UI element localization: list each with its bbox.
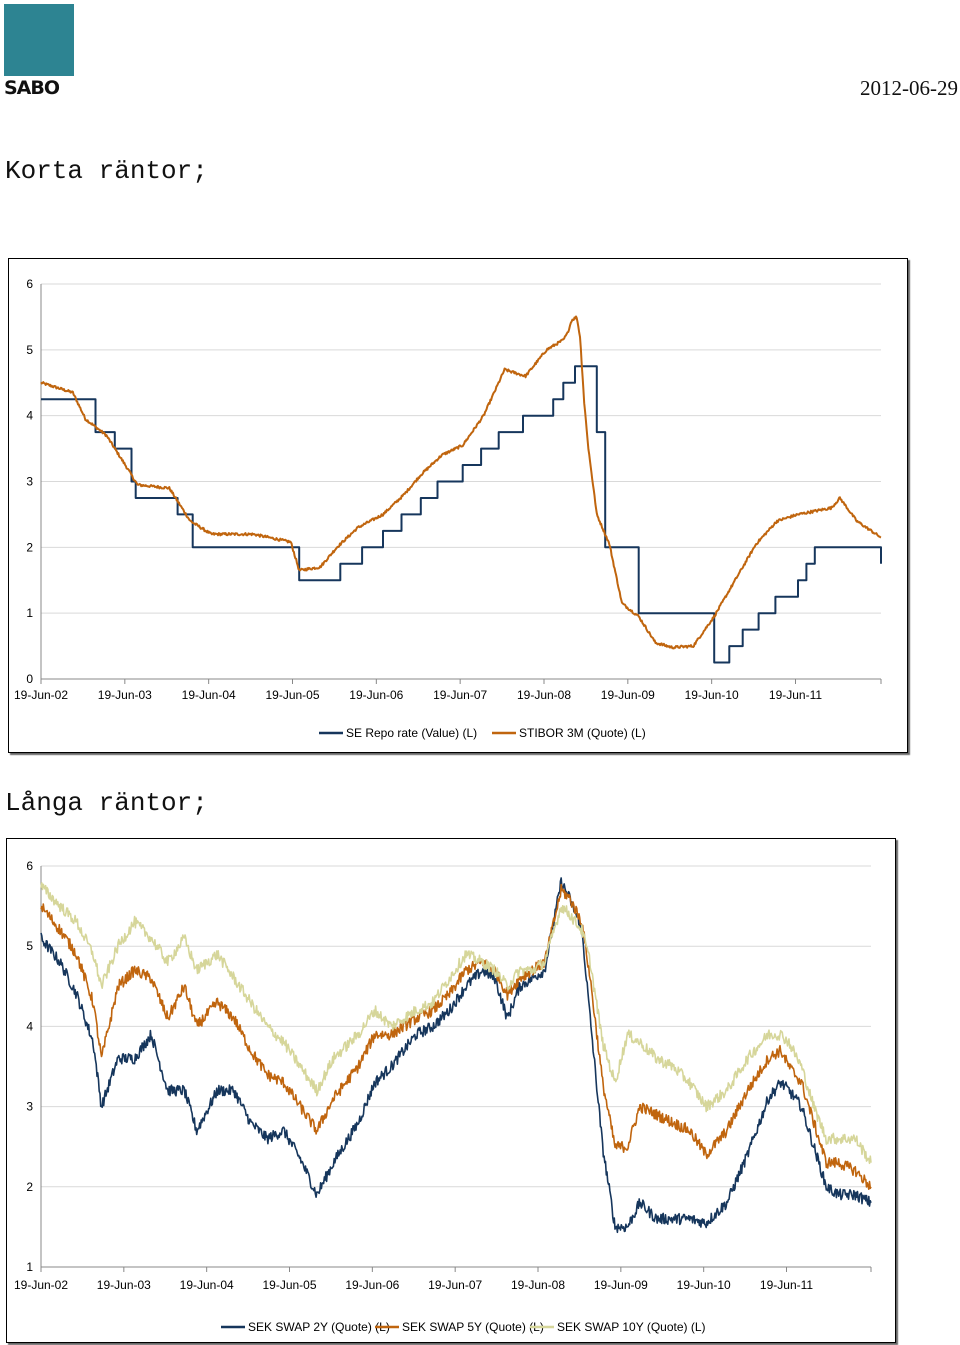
x-tick-label: 19-Jun-08 bbox=[511, 1278, 565, 1292]
y-tick-label: 1 bbox=[26, 1260, 33, 1274]
report-date: 2012-06-29 bbox=[860, 76, 958, 100]
y-tick-label: 3 bbox=[26, 475, 33, 489]
y-tick-label: 4 bbox=[26, 1019, 33, 1033]
x-tick-label: 19-Jun-10 bbox=[677, 1278, 731, 1292]
x-tick-label: 19-Jun-02 bbox=[14, 688, 68, 702]
long-rates-chart: 1 2 3 4 5 6 19-Jun-02 19-Jun-03 19-Jun-04 19-Jun-… bbox=[6, 838, 896, 1343]
y-tick-label: 2 bbox=[26, 1180, 33, 1194]
long-rates-heading: Långa räntor; bbox=[5, 788, 208, 818]
short-rates-chart: 0 1 2 3 4 5 6 19-Jun-02 19-Jun-03 19-Jun-04 19-Jun… bbox=[8, 258, 908, 753]
x-tick-label: 19-Jun-08 bbox=[517, 688, 571, 702]
x-tick-label: 19-Jun-11 bbox=[769, 688, 822, 702]
short-rates-chart-svg: 0 1 2 3 4 5 6 19-Jun-02 19-Jun-03 19-Jun-04 19-Jun… bbox=[14, 277, 882, 740]
logo-square bbox=[4, 4, 74, 76]
legend-label: SEK SWAP 10Y (Quote) (L) bbox=[557, 1320, 706, 1334]
x-tick-label: 19-Jun-10 bbox=[685, 688, 739, 702]
x-tick-label: 19-Jun-05 bbox=[265, 688, 319, 702]
x-tick-label: 19-Jun-07 bbox=[433, 688, 487, 702]
legend-label: SEK SWAP 2Y (Quote) (L) bbox=[248, 1320, 390, 1334]
y-tick-label: 6 bbox=[26, 859, 33, 873]
x-tick-label: 19-Jun-02 bbox=[14, 1278, 68, 1292]
series-line-0 bbox=[40, 877, 872, 1234]
y-tick-label: 5 bbox=[26, 939, 33, 953]
y-tick-label: 4 bbox=[26, 409, 33, 423]
series-line-0 bbox=[41, 365, 882, 664]
x-tick-label: 19-Jun-09 bbox=[601, 688, 655, 702]
y-tick-label: 1 bbox=[26, 606, 33, 620]
y-tick-label: 3 bbox=[26, 1100, 33, 1114]
logo-text: SABO bbox=[4, 77, 60, 99]
x-tick-label: 19-Jun-04 bbox=[180, 1278, 234, 1292]
sabo-logo: SABO bbox=[4, 4, 76, 99]
series-line-1 bbox=[40, 315, 882, 650]
series-line-2 bbox=[40, 882, 872, 1165]
long-rates-chart-svg: 1 2 3 4 5 6 19-Jun-02 19-Jun-03 19-Jun-04 19-Jun-… bbox=[14, 859, 872, 1334]
series-line-1 bbox=[40, 883, 872, 1190]
x-tick-label: 19-Jun-04 bbox=[182, 688, 236, 702]
x-tick-label: 19-Jun-05 bbox=[262, 1278, 316, 1292]
y-tick-label: 2 bbox=[26, 540, 33, 554]
legend-label: SE Repo rate (Value) (L) bbox=[346, 726, 477, 740]
y-tick-label: 5 bbox=[26, 343, 33, 357]
x-tick-label: 19-Jun-09 bbox=[594, 1278, 648, 1292]
legend-label: SEK SWAP 5Y (Quote) (L) bbox=[402, 1320, 544, 1334]
y-tick-label: 0 bbox=[26, 672, 33, 686]
legend-label: STIBOR 3M (Quote) (L) bbox=[519, 726, 646, 740]
x-tick-label: 19-Jun-11 bbox=[760, 1278, 813, 1292]
x-tick-label: 19-Jun-06 bbox=[349, 688, 403, 702]
x-tick-label: 19-Jun-07 bbox=[428, 1278, 482, 1292]
y-tick-label: 6 bbox=[26, 277, 33, 291]
short-rates-heading: Korta räntor; bbox=[5, 156, 208, 186]
x-tick-label: 19-Jun-06 bbox=[345, 1278, 399, 1292]
x-tick-label: 19-Jun-03 bbox=[98, 688, 152, 702]
x-tick-label: 19-Jun-03 bbox=[97, 1278, 151, 1292]
